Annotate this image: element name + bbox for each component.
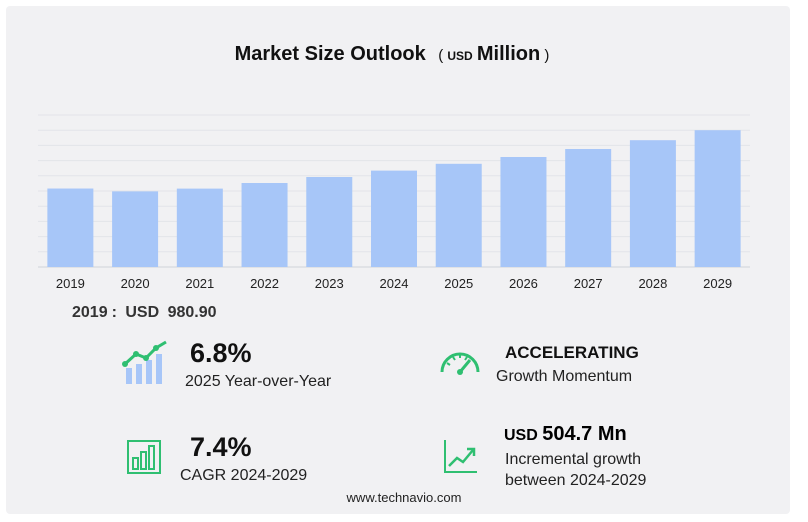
base-year: 2019	[72, 304, 108, 321]
x-tick-label: 2026	[509, 276, 538, 291]
growth-bars-icon	[122, 340, 167, 384]
bar-chart: 2019 2020 2021 2022 2023 2024 2025 2026 2027 2028…	[38, 114, 750, 291]
chart-title-unit-name: Million	[476, 43, 541, 65]
x-tick-label: 2025	[444, 276, 473, 291]
x-tick-label: 2023	[315, 276, 344, 291]
base-year-currency: USD	[125, 304, 160, 321]
yoy-label: 2025 Year-over-Year	[185, 373, 332, 390]
chart-title-text: Market Size Outlook	[234, 43, 426, 65]
trend-line-icon	[444, 440, 477, 473]
x-tick-label: 2024	[380, 276, 409, 291]
bar-2019	[47, 188, 94, 267]
base-year-note: 2019: USD 980.90	[72, 304, 221, 322]
momentum-value: ACCELERATING	[505, 343, 639, 362]
x-tick-label: 2027	[574, 276, 603, 291]
bar-2023	[306, 177, 353, 267]
bar-2024	[371, 170, 417, 267]
momentum-label: Growth Momentum	[496, 368, 633, 385]
bar-2021	[176, 188, 223, 267]
bar-2026	[500, 157, 547, 267]
cagr-label: CAGR 2024-2029	[180, 467, 308, 484]
bar-2022	[241, 183, 288, 267]
bar-chart-icon	[127, 440, 161, 474]
incremental-value: 504.7 Mn	[542, 423, 627, 445]
bar-2025	[435, 163, 482, 267]
incremental-label-1: Incremental growth	[505, 451, 642, 468]
chart-title-unit: ( USD Million )	[438, 43, 550, 65]
footer-site: www.technavio.com	[346, 490, 462, 505]
incremental-value-row: USD 504.7 Mn	[504, 423, 627, 446]
x-tick-label: 2028	[638, 276, 667, 291]
x-tick-label: 2021	[185, 276, 214, 291]
x-tick-label: 2019	[56, 276, 85, 291]
speedometer-icon	[440, 352, 480, 375]
bar-2020	[112, 191, 159, 267]
incremental-label-2: between 2024-2029	[505, 472, 647, 489]
x-tick-label: 2020	[121, 276, 150, 291]
incremental-currency: USD	[504, 427, 538, 444]
chart-title-unit-prefix: USD	[447, 49, 473, 63]
base-year-sep: :	[111, 304, 117, 321]
x-tick-label: 2022	[250, 276, 279, 291]
x-tick-label: 2029	[703, 276, 732, 291]
chart-title: Market Size Outlook ( USD Million )	[0, 43, 784, 66]
bar-2028	[629, 140, 676, 267]
cagr-value: 7.4%	[190, 432, 252, 462]
bar-2029	[694, 130, 741, 267]
yoy-value: 6.8%	[190, 338, 252, 368]
bar-2027	[565, 149, 612, 267]
base-year-value: 980.90	[167, 304, 217, 321]
